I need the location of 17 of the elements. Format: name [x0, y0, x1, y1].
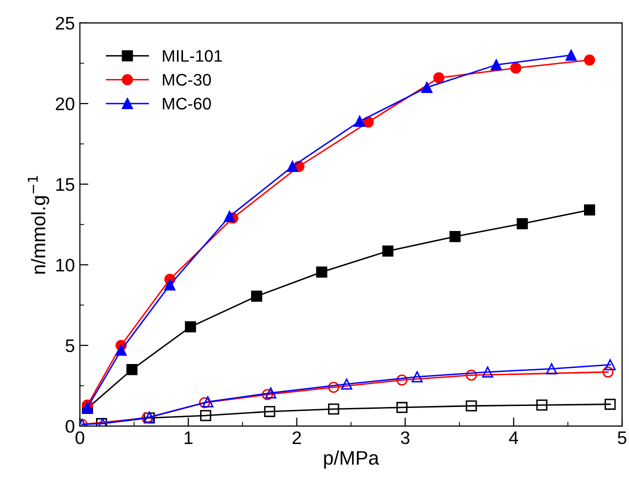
y-tick-label: 5 [66, 340, 74, 352]
y-axis-title: n/mmol.g$^{−1}$ [28, 176, 50, 274]
x-tick-label: 0 [76, 431, 84, 444]
legend-label: MC-30 [162, 74, 211, 86]
legend-label: MIL-101 [162, 50, 222, 62]
x-axis-title: p/MPa [324, 450, 380, 469]
x-tick-label: 2 [292, 431, 301, 444]
x-tick-label: 4 [509, 432, 518, 444]
x-tick-label: 5 [618, 432, 626, 444]
y-tick-label: 0 [66, 420, 74, 433]
y-tick-label: 10 [56, 258, 74, 272]
x-tick-label: 3 [400, 431, 410, 444]
y-tick-label: 15 [56, 178, 74, 191]
y-tick-label: 20 [56, 97, 74, 110]
x-tick-label: 1 [184, 432, 192, 444]
legend-label: MC-60 [162, 98, 211, 110]
y-tick-label: 25 [56, 16, 74, 30]
